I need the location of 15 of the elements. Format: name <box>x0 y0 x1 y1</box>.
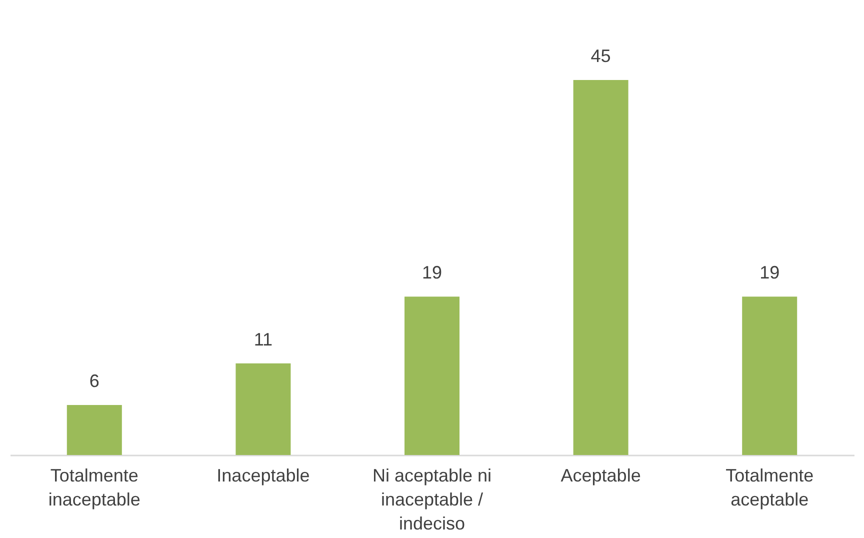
bar <box>573 80 628 455</box>
data-label: 19 <box>422 262 442 283</box>
data-label: 19 <box>760 262 780 283</box>
x-tick-label: Totalmente aceptable <box>726 466 814 510</box>
data-label: 6 <box>89 371 100 391</box>
x-tick-label: Ni aceptable ni inaceptable / indeciso <box>372 466 492 534</box>
x-tick-label: Aceptable <box>560 466 641 486</box>
data-label: 11 <box>254 329 273 350</box>
bar <box>404 296 460 455</box>
bar <box>66 405 122 455</box>
data-label: 45 <box>590 46 611 66</box>
x-tick-label: Totalmente inaceptable <box>48 466 140 510</box>
bar <box>236 363 291 455</box>
x-tick-label: Inaceptable <box>216 466 310 486</box>
bar <box>742 296 798 455</box>
